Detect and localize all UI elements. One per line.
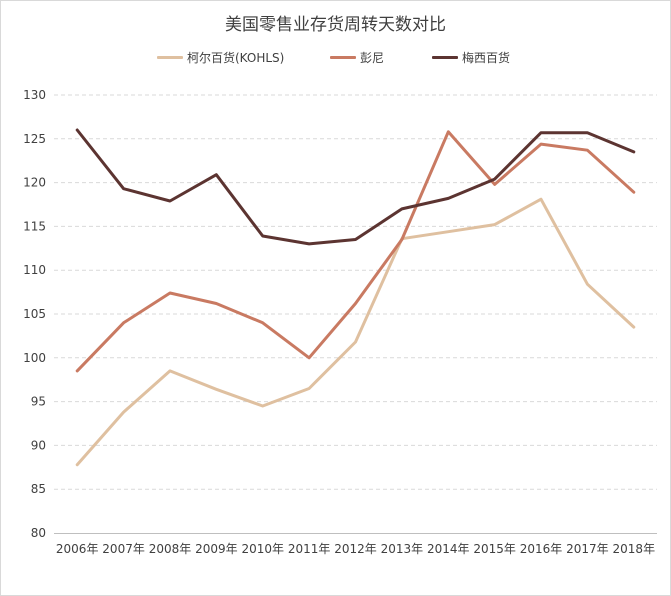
chart-title: 美国零售业存货周转天数对比	[225, 15, 446, 35]
x-tick-label: 2014年	[427, 542, 470, 556]
x-tick-label: 2013年	[381, 542, 424, 556]
series-line-kohls	[75, 197, 636, 467]
x-tick-label: 2016年	[520, 542, 563, 556]
legend-label-macys: 梅西百货	[462, 51, 511, 65]
x-tick-label: 2006年	[56, 542, 99, 556]
x-tick-label: 2008年	[149, 542, 192, 556]
y-tick-label: 115	[23, 219, 46, 233]
x-tick-label: 2009年	[195, 542, 238, 556]
y-tick-label: 95	[31, 395, 46, 409]
y-tick-label: 85	[31, 482, 46, 496]
y-tick-label: 80	[31, 526, 46, 540]
y-tick-label: 125	[23, 132, 46, 146]
legend-item-macys: 梅西百货	[432, 49, 510, 66]
legend-swatch-macys	[432, 56, 458, 59]
legend-swatch-penney	[330, 56, 356, 59]
legend-item-penney: 彭尼	[330, 49, 384, 66]
y-tick-label: 120	[23, 176, 46, 190]
x-tick-label: 2011年	[288, 542, 331, 556]
legend-label-kohls: 柯尔百货(KOHLS)	[187, 51, 285, 65]
legend-swatch-kohls	[157, 56, 183, 59]
y-tick-label: 105	[23, 307, 46, 321]
x-tick-label: 2012年	[334, 542, 377, 556]
y-tick-label: 110	[23, 263, 46, 277]
legend-label-penney: 彭尼	[360, 51, 385, 65]
x-tick-label: 2007年	[102, 542, 145, 556]
x-tick-label: 2017年	[566, 542, 609, 556]
x-tick-label: 2018年	[613, 542, 656, 556]
series-line-macys	[75, 128, 636, 246]
y-tick-label: 100	[23, 351, 46, 365]
x-tick-label: 2010年	[241, 542, 284, 556]
y-tick-label: 90	[31, 438, 46, 452]
x-tick-label: 2015年	[473, 542, 516, 556]
legend: 柯尔百货(KOHLS) 彭尼 梅西百货	[0, 49, 671, 67]
legend-item-kohls: 柯尔百货(KOHLS)	[157, 49, 284, 66]
series-line-penney	[75, 130, 636, 373]
y-tick-label: 130	[23, 88, 46, 102]
